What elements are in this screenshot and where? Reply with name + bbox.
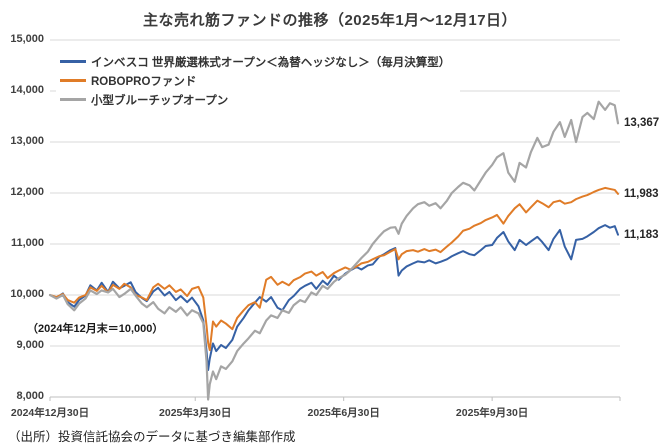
legend-swatch-robopro [60,79,86,82]
legend-item-invesco: インベスコ 世界厳選株式オープン＜為替ヘッジなし＞（毎月決算型） [60,52,450,71]
legend-label-robopro: ROBOPROファンド [91,75,197,88]
base-value-annotation: （2024年12月末＝10,000） [27,320,164,336]
legend-label-invesco: インベスコ 世界厳選株式オープン＜為替ヘッジなし＞（毎月決算型） [91,56,451,69]
y-tick-label: 10,000 [10,288,44,300]
chart-title: 主な売れ筋ファンドの推移（2025年1月～12月17日） [142,12,518,29]
y-tick-label: 15,000 [10,33,44,45]
legend-label-kogata-bluechip: 小型ブルーチップオープン [91,94,229,107]
y-tick-label: 8,000 [16,390,44,402]
x-axis-ticks [49,397,621,401]
series-line-invesco [49,224,619,371]
series-line-robopro [49,186,619,352]
end-value-label-robopro: 11,983 [624,187,659,200]
x-tick-label: 2024年12月30日 [10,407,90,419]
legend: インベスコ 世界厳選株式オープン＜為替ヘッジなし＞（毎月決算型） ROBOPRO… [56,51,461,110]
end-value-label-kogata-bluechip: 13,367 [624,117,660,130]
series-line-kogata-bluechip [48,100,620,401]
legend-item-kogata-bluechip: 小型ブルーチップオープン [60,90,450,109]
legend-swatch-kogata-bluechip [60,98,86,101]
x-tick-label: 2025年3月30日 [159,407,232,419]
legend-item-robopro: ROBOPROファンド [60,71,450,90]
x-tick-label: 2025年6月30日 [307,407,380,419]
x-tick-label: 2025年9月30日 [455,407,529,419]
source-note: （出所）投資信託協会のデータに基づき編集部作成 [8,430,296,444]
y-tick-label: 12,000 [10,186,44,198]
legend-swatch-invesco [60,60,86,63]
y-tick-label: 9,000 [16,339,44,351]
y-tick-label: 11,000 [10,237,44,249]
y-tick-label: 14,000 [10,84,44,96]
y-tick-label: 13,000 [10,135,44,147]
end-value-label-invesco: 11,183 [624,228,659,241]
